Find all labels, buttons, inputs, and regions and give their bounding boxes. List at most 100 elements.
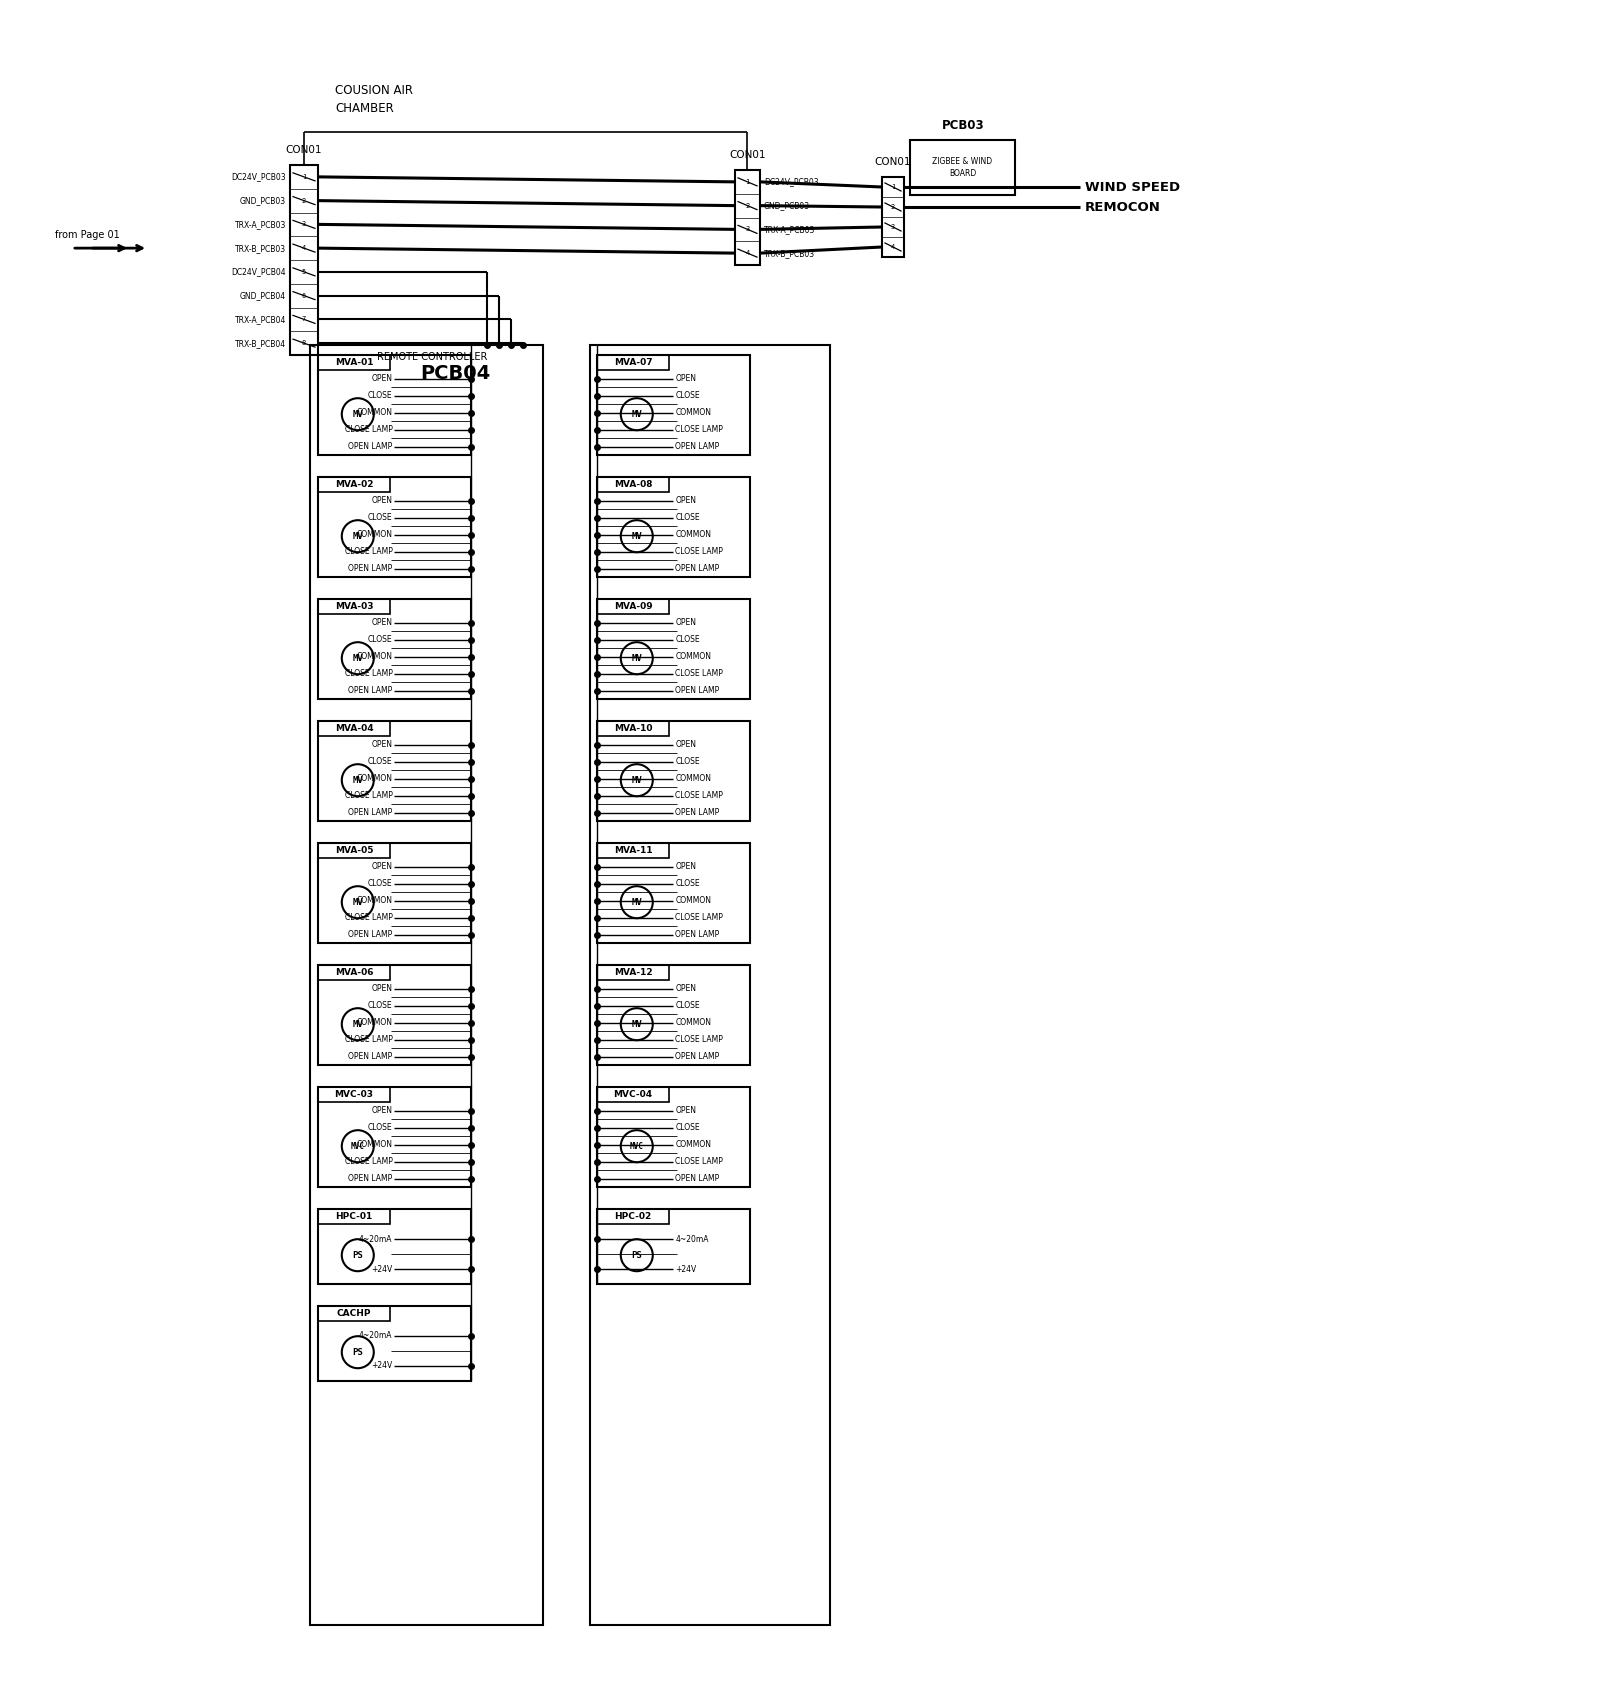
Text: 1: 1: [746, 178, 749, 185]
Bar: [597, 722, 668, 737]
Text: CLOSE LAMP: CLOSE LAMP: [675, 547, 723, 557]
Text: OPEN LAMP: OPEN LAMP: [675, 442, 720, 451]
Text: 1: 1: [891, 183, 894, 190]
Text: MV: MV: [631, 898, 642, 907]
Text: OPEN LAMP: OPEN LAMP: [675, 930, 720, 939]
Text: MVA-12: MVA-12: [613, 969, 652, 977]
Text: OPEN: OPEN: [371, 496, 392, 505]
Text: OPEN LAMP: OPEN LAMP: [349, 807, 392, 817]
Bar: [318, 965, 389, 981]
Text: DC24V_PCB03: DC24V_PCB03: [763, 177, 818, 187]
Text: CACHP: CACHP: [336, 1309, 371, 1319]
Text: CLOSE: CLOSE: [675, 757, 700, 765]
Text: GND_PCB03: GND_PCB03: [763, 202, 810, 210]
Text: COMMON: COMMON: [357, 653, 392, 661]
Text: PS: PS: [352, 1347, 363, 1357]
Text: CLOSE LAMP: CLOSE LAMP: [675, 669, 723, 678]
Bar: [318, 843, 471, 944]
Text: COMMON: COMMON: [675, 653, 712, 661]
Text: MVA-02: MVA-02: [334, 479, 373, 489]
Bar: [318, 355, 389, 370]
Bar: [597, 1087, 668, 1102]
Text: CLOSE: CLOSE: [368, 390, 392, 400]
Text: MVA-10: MVA-10: [613, 723, 652, 733]
Bar: [597, 478, 749, 577]
Text: CLOSE LAMP: CLOSE LAMP: [344, 426, 392, 434]
Text: HPC-01: HPC-01: [336, 1213, 373, 1221]
Text: CON01: CON01: [286, 145, 323, 155]
Bar: [597, 478, 668, 493]
Text: OPEN: OPEN: [675, 617, 696, 627]
Text: TRX-B_PCB03: TRX-B_PCB03: [234, 244, 286, 252]
Text: DC24V_PCB04: DC24V_PCB04: [231, 267, 286, 276]
Bar: [597, 843, 668, 858]
Text: CLOSE: CLOSE: [675, 880, 700, 888]
Text: 3: 3: [746, 227, 749, 232]
Text: MVA-08: MVA-08: [613, 479, 652, 489]
Text: MV: MV: [631, 410, 642, 419]
Bar: [597, 1087, 749, 1187]
Text: MV: MV: [352, 1019, 363, 1029]
Text: COMMON: COMMON: [357, 1140, 392, 1149]
Text: PS: PS: [631, 1251, 642, 1260]
Text: MV: MV: [631, 654, 642, 663]
Bar: [318, 478, 471, 577]
Text: +24V: +24V: [371, 1265, 392, 1273]
Text: OPEN: OPEN: [371, 617, 392, 627]
Text: GND_PCB03: GND_PCB03: [240, 197, 286, 205]
Text: CLOSE: CLOSE: [675, 636, 700, 644]
Bar: [597, 355, 749, 456]
Text: COMMON: COMMON: [357, 774, 392, 784]
Text: CLOSE LAMP: CLOSE LAMP: [344, 791, 392, 801]
Bar: [310, 345, 542, 1625]
Text: CLOSE: CLOSE: [368, 1124, 392, 1132]
Text: MV: MV: [352, 775, 363, 785]
Text: CLOSE LAMP: CLOSE LAMP: [344, 913, 392, 922]
Text: CLOSE LAMP: CLOSE LAMP: [344, 669, 392, 678]
Text: COMMON: COMMON: [675, 1018, 712, 1028]
Text: TRX-A_PCB03: TRX-A_PCB03: [234, 220, 286, 229]
Text: ZIGBEE & WIND: ZIGBEE & WIND: [931, 156, 993, 167]
Text: CLOSE LAMP: CLOSE LAMP: [675, 913, 723, 922]
Text: REMOCON: REMOCON: [1085, 200, 1160, 214]
Bar: [318, 722, 389, 737]
Text: GND_PCB04: GND_PCB04: [240, 291, 286, 299]
Bar: [597, 722, 749, 821]
Text: OPEN: OPEN: [371, 740, 392, 748]
Text: 5: 5: [302, 269, 307, 274]
Bar: [597, 1209, 749, 1283]
Text: OPEN: OPEN: [675, 984, 696, 992]
Text: OPEN: OPEN: [371, 1107, 392, 1115]
Text: 2: 2: [302, 197, 307, 204]
Text: CLOSE LAMP: CLOSE LAMP: [344, 1157, 392, 1166]
Text: CLOSE: CLOSE: [675, 513, 700, 521]
Text: COMMON: COMMON: [357, 530, 392, 538]
Text: REMOTE CONTROLLER: REMOTE CONTROLLER: [376, 352, 487, 362]
Bar: [318, 1209, 471, 1283]
Bar: [881, 177, 904, 257]
Text: MV: MV: [631, 775, 642, 785]
Text: 6: 6: [302, 293, 307, 299]
Text: OPEN LAMP: OPEN LAMP: [349, 1174, 392, 1182]
Bar: [597, 355, 668, 370]
Text: 3: 3: [891, 224, 894, 230]
Text: OPEN LAMP: OPEN LAMP: [349, 442, 392, 451]
Text: OPEN LAMP: OPEN LAMP: [349, 1051, 392, 1061]
Text: MV: MV: [631, 1019, 642, 1029]
Text: 3: 3: [302, 222, 307, 227]
Text: CLOSE: CLOSE: [675, 1124, 700, 1132]
Text: PCB04: PCB04: [420, 363, 489, 382]
Text: OPEN LAMP: OPEN LAMP: [675, 1174, 720, 1182]
Text: 1: 1: [302, 173, 307, 180]
Text: COMMON: COMMON: [357, 409, 392, 417]
Text: MVA-04: MVA-04: [334, 723, 373, 733]
Text: TRX-B_PCB03: TRX-B_PCB03: [763, 249, 815, 257]
Bar: [909, 140, 1014, 195]
Bar: [318, 599, 471, 700]
Text: OPEN: OPEN: [675, 1107, 696, 1115]
Bar: [318, 1087, 389, 1102]
Text: CLOSE: CLOSE: [675, 1001, 700, 1009]
Text: MVA-09: MVA-09: [613, 602, 652, 611]
Text: OPEN: OPEN: [675, 740, 696, 748]
Bar: [291, 165, 318, 355]
